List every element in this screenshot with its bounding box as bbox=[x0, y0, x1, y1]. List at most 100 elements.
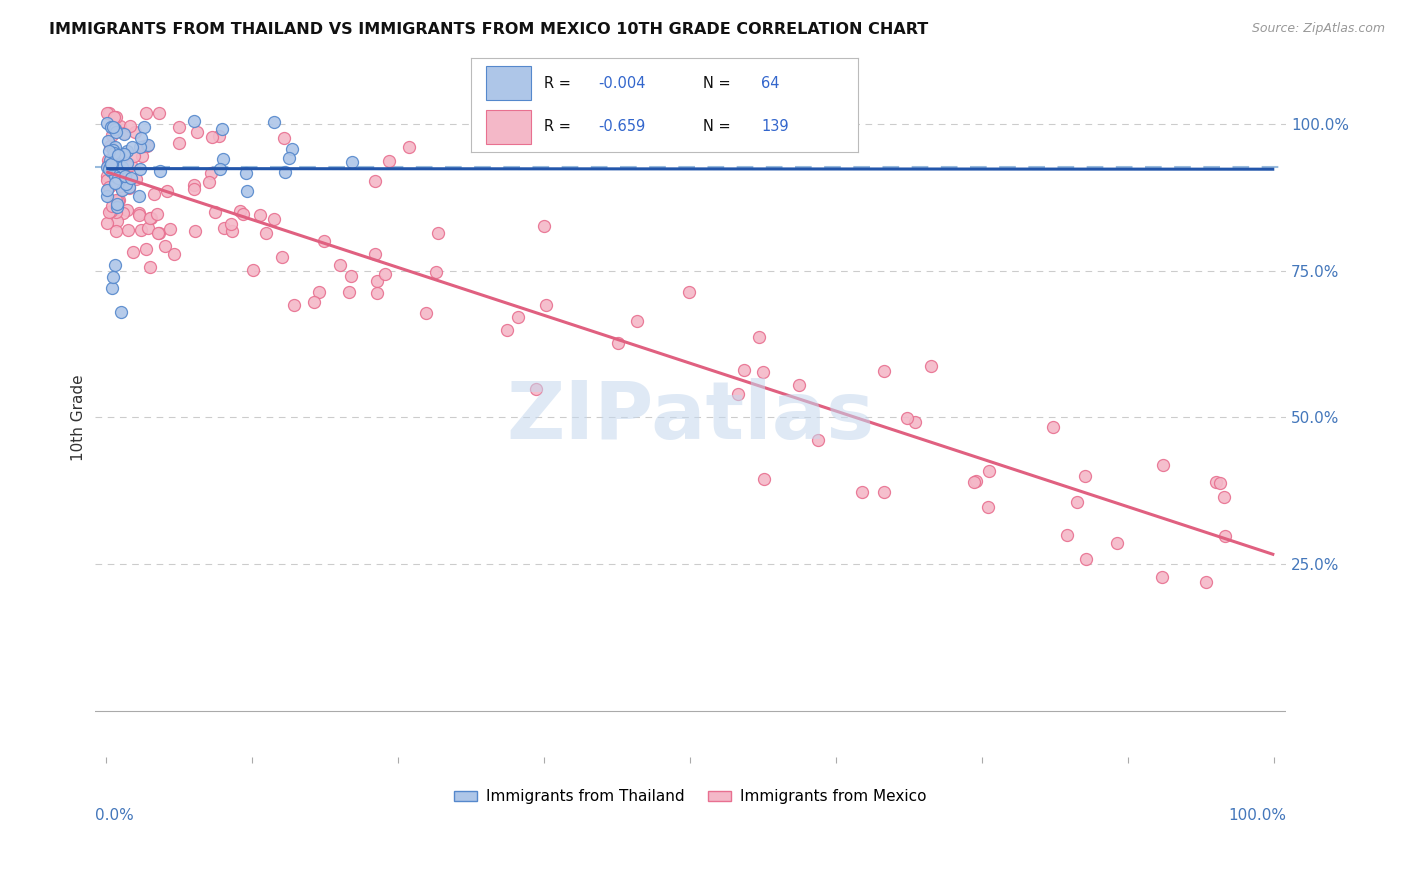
Point bbox=[534, 298, 557, 312]
Point bbox=[107, 171, 129, 186]
Point bbox=[366, 285, 388, 300]
Point bbox=[273, 131, 295, 145]
Point bbox=[977, 464, 1000, 478]
Point bbox=[125, 171, 148, 186]
Point bbox=[281, 142, 304, 156]
Point bbox=[977, 500, 1000, 514]
Point bbox=[128, 208, 150, 222]
Point bbox=[304, 295, 326, 310]
Point bbox=[136, 138, 159, 153]
Point bbox=[308, 285, 330, 299]
Point bbox=[122, 149, 145, 163]
Point bbox=[100, 199, 122, 213]
Point bbox=[101, 162, 124, 177]
Point bbox=[97, 135, 120, 149]
Point bbox=[145, 207, 167, 221]
Point bbox=[117, 144, 139, 158]
Point bbox=[104, 125, 127, 139]
Point bbox=[112, 128, 135, 142]
Point bbox=[121, 139, 143, 153]
Point bbox=[896, 411, 918, 425]
Point bbox=[96, 169, 118, 184]
Point bbox=[100, 203, 122, 218]
Point bbox=[263, 212, 285, 227]
Point bbox=[1213, 528, 1236, 542]
Point bbox=[337, 285, 360, 300]
Point bbox=[789, 377, 811, 392]
Point bbox=[167, 120, 190, 134]
Point bbox=[221, 224, 243, 238]
Point bbox=[727, 386, 749, 401]
Point bbox=[208, 129, 231, 144]
Point bbox=[97, 180, 120, 194]
Point bbox=[107, 194, 129, 208]
Point bbox=[97, 204, 120, 219]
Point bbox=[100, 120, 122, 135]
Point bbox=[398, 140, 420, 154]
Point bbox=[132, 120, 155, 135]
Text: -0.004: -0.004 bbox=[599, 76, 647, 91]
Text: IMMIGRANTS FROM THAILAND VS IMMIGRANTS FROM MEXICO 10TH GRADE CORRELATION CHART: IMMIGRANTS FROM THAILAND VS IMMIGRANTS F… bbox=[49, 22, 928, 37]
Point bbox=[105, 200, 128, 214]
Point bbox=[117, 223, 139, 237]
Point bbox=[270, 250, 292, 264]
Text: ZIPatlas: ZIPatlas bbox=[506, 378, 875, 456]
Point bbox=[377, 153, 399, 168]
Point bbox=[98, 153, 121, 167]
Point bbox=[184, 224, 207, 238]
Point bbox=[508, 310, 530, 324]
Legend: Immigrants from Thailand, Immigrants from Mexico: Immigrants from Thailand, Immigrants fro… bbox=[449, 783, 932, 811]
Point bbox=[108, 119, 131, 133]
Point bbox=[249, 208, 271, 222]
Point bbox=[104, 176, 127, 190]
Point bbox=[149, 164, 172, 178]
Point bbox=[1213, 490, 1236, 504]
Point bbox=[101, 128, 124, 142]
Point bbox=[748, 329, 770, 343]
Point bbox=[122, 245, 145, 260]
Point bbox=[115, 155, 138, 169]
Point bbox=[139, 211, 162, 225]
Point bbox=[98, 160, 121, 174]
Point bbox=[146, 226, 169, 240]
Point bbox=[415, 306, 437, 320]
Point bbox=[1042, 420, 1064, 434]
Point bbox=[131, 149, 153, 163]
Point bbox=[98, 106, 121, 120]
Point bbox=[1074, 551, 1097, 566]
Point bbox=[163, 247, 186, 261]
Point bbox=[105, 158, 128, 172]
Point bbox=[167, 136, 190, 150]
Point bbox=[963, 475, 986, 489]
Point bbox=[374, 267, 396, 281]
Point bbox=[117, 203, 139, 218]
Point bbox=[1056, 528, 1078, 542]
Point bbox=[128, 189, 150, 203]
Text: R =: R = bbox=[544, 76, 576, 91]
Point bbox=[101, 269, 124, 284]
Point bbox=[128, 140, 150, 154]
Point bbox=[132, 139, 155, 153]
Point bbox=[111, 205, 134, 219]
Point bbox=[105, 156, 128, 170]
Point bbox=[98, 162, 121, 177]
Point bbox=[104, 120, 127, 135]
Point bbox=[204, 205, 226, 219]
Point bbox=[105, 205, 128, 219]
Y-axis label: 10th Grade: 10th Grade bbox=[72, 374, 86, 460]
Point bbox=[183, 182, 205, 196]
Point bbox=[97, 158, 120, 172]
Point bbox=[752, 472, 775, 486]
Point bbox=[159, 222, 181, 236]
Point bbox=[129, 223, 152, 237]
Point bbox=[425, 265, 447, 279]
Point bbox=[329, 258, 352, 272]
Point bbox=[496, 323, 519, 337]
Point bbox=[229, 204, 252, 219]
Point bbox=[129, 161, 152, 176]
Point bbox=[1105, 536, 1128, 550]
Point bbox=[104, 121, 127, 136]
Point bbox=[965, 474, 987, 488]
Point bbox=[873, 364, 896, 378]
Point bbox=[108, 147, 131, 161]
